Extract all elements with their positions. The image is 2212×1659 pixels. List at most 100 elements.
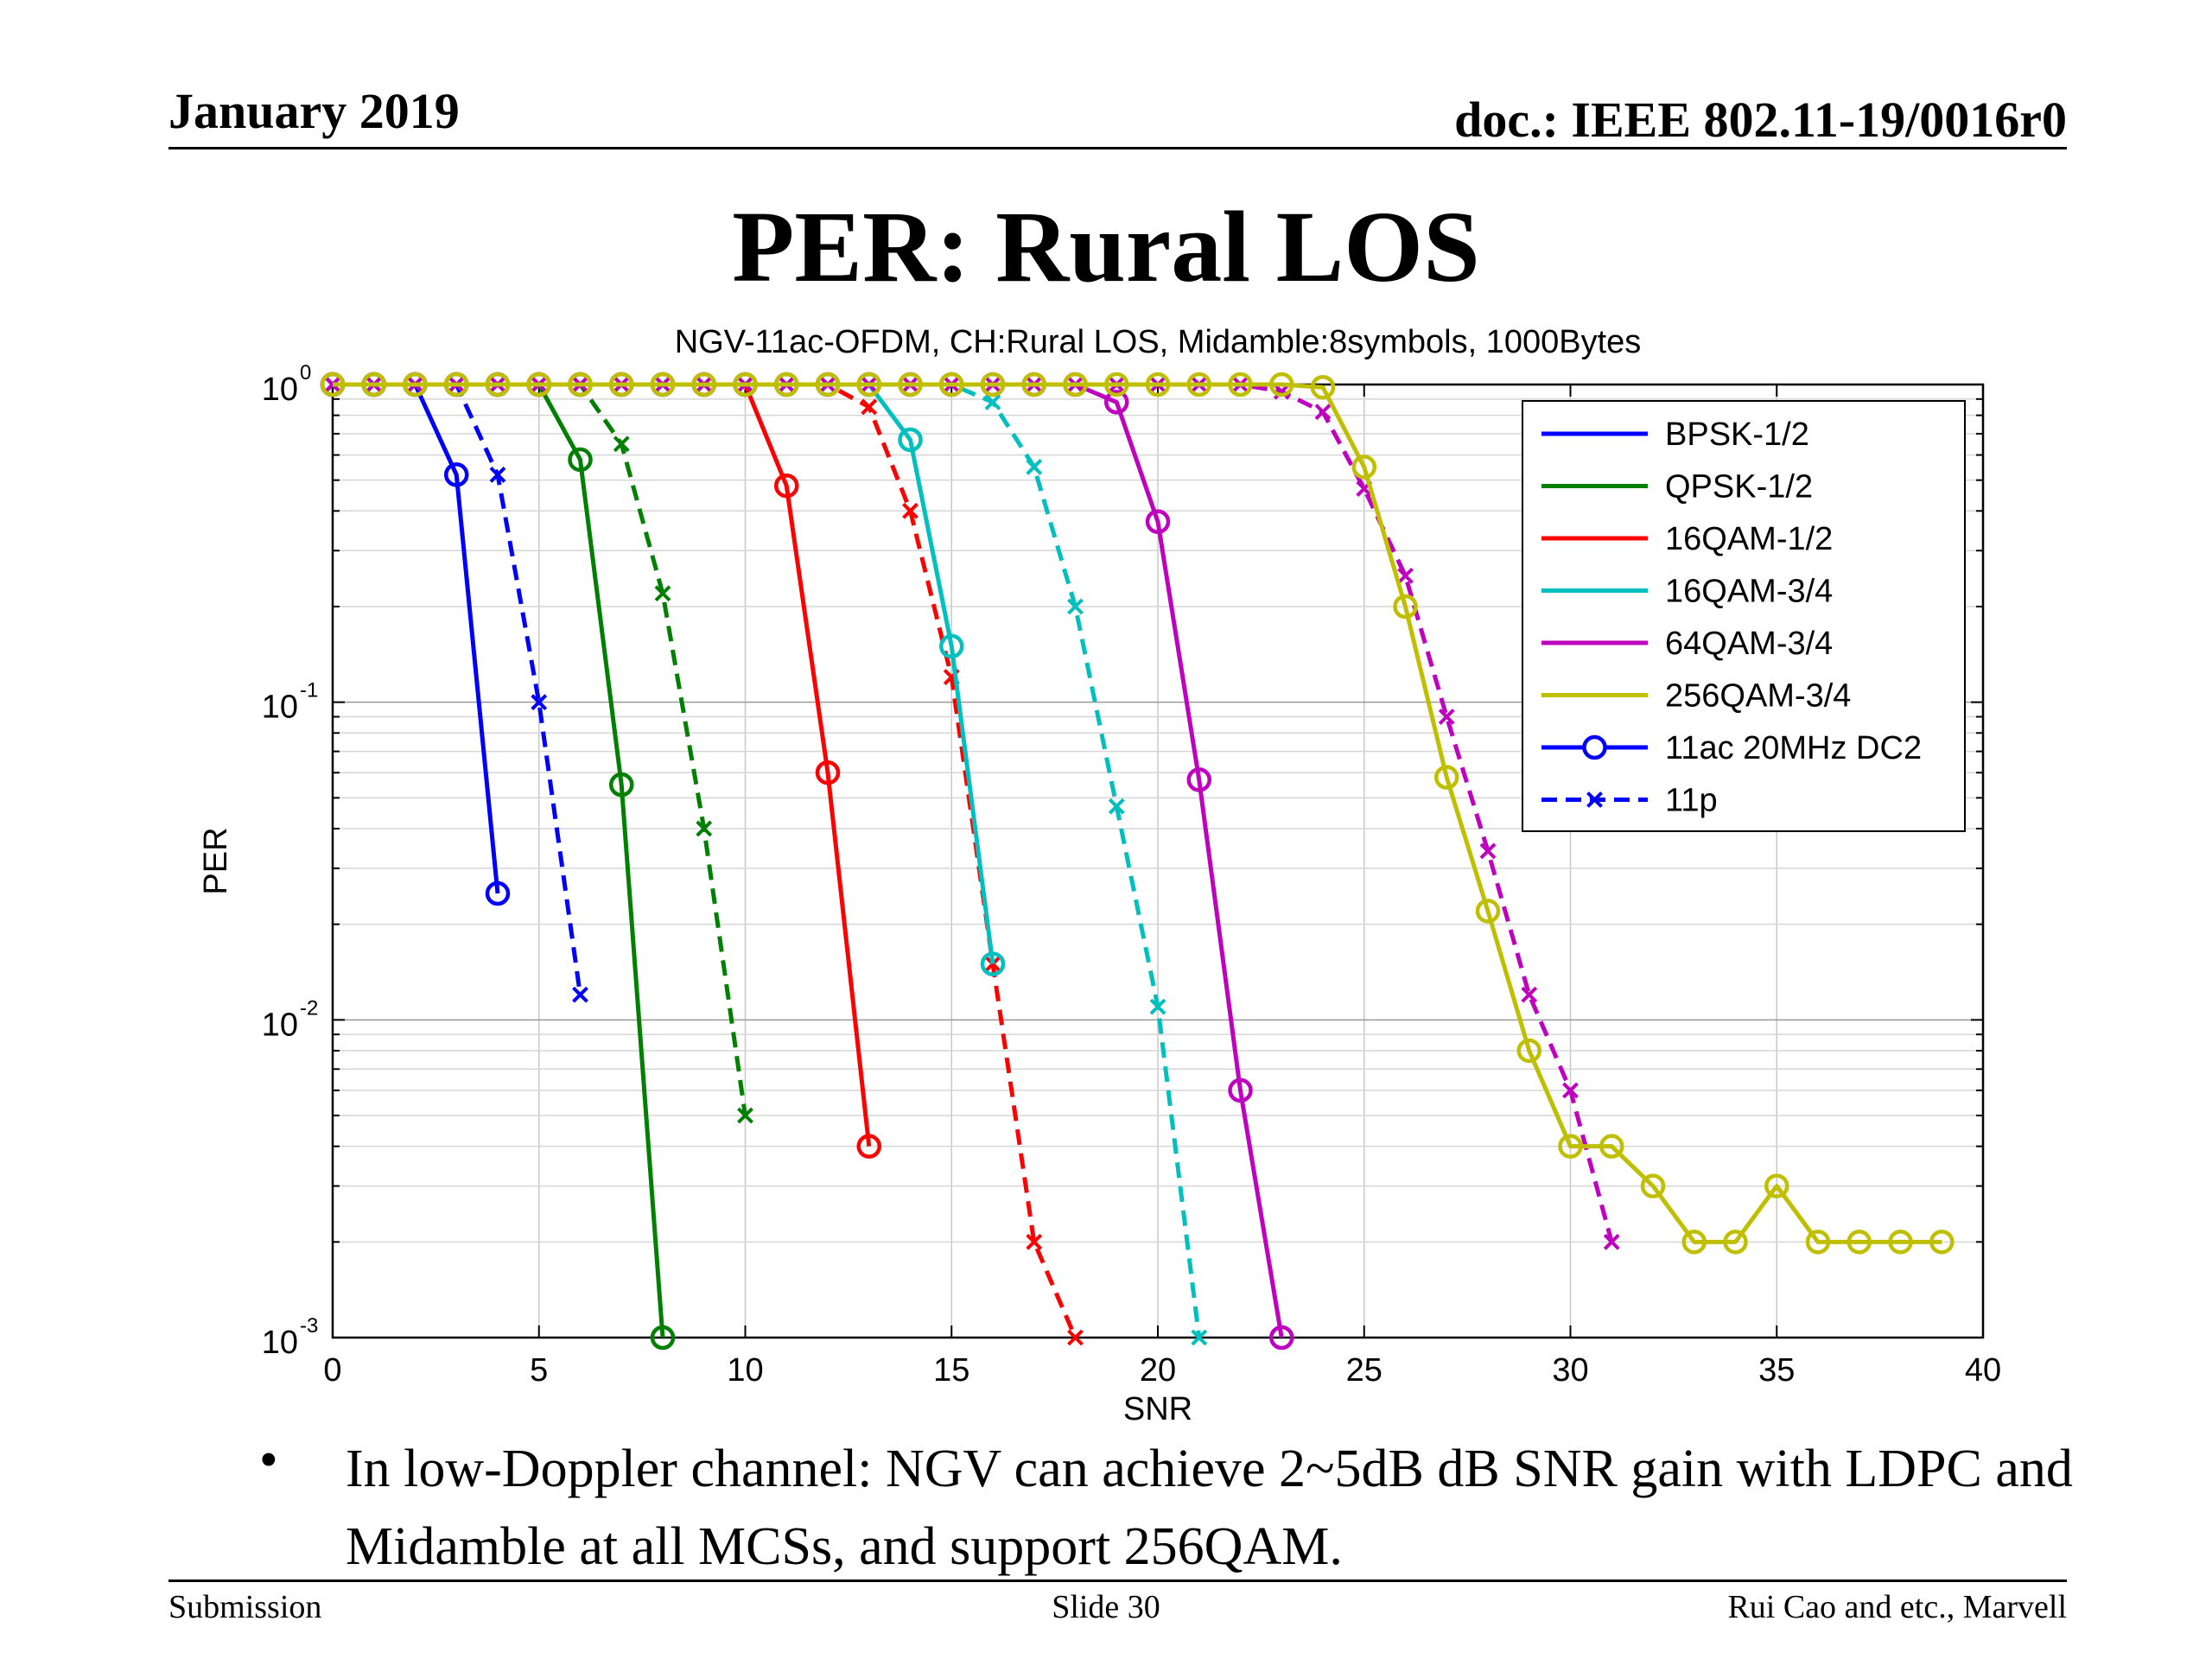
data-point-x-marker: [1479, 842, 1497, 860]
data-point-circle-marker: [650, 1325, 676, 1351]
header-date: January 2019: [168, 83, 460, 139]
data-point-circle-marker: [403, 372, 428, 397]
data-point-x-marker: [1191, 1329, 1208, 1346]
legend-label: 11p: [1665, 783, 1718, 819]
data-point-x-marker: [737, 1107, 753, 1124]
data-point-x-marker: [531, 694, 548, 711]
legend-swatch-marker: [1586, 791, 1603, 808]
data-point-circle-marker: [1145, 372, 1171, 397]
footer-author: Rui Cao and etc., Marvell: [1727, 1589, 2067, 1625]
data-point-circle-marker: [609, 772, 634, 798]
data-point-circle-marker: [361, 372, 386, 397]
data-point-x-marker: [1067, 598, 1084, 615]
data-point-circle-marker: [1599, 1134, 1624, 1159]
data-point-circle-marker: [1393, 594, 1418, 620]
data-point-circle-marker: [898, 372, 923, 397]
x-tick-label: 15: [933, 1352, 969, 1389]
data-point-x-marker: [1026, 459, 1043, 475]
data-point-circle-marker: [568, 447, 593, 473]
data-point-x-marker: [489, 467, 506, 483]
legend-label: 11ac 20MHz DC2: [1665, 730, 1922, 766]
legend-box: [1522, 400, 1966, 832]
data-point-circle-marker: [1186, 372, 1211, 397]
bullet-text: In low-Doppler channel: NGV can achieve …: [346, 1440, 2073, 1576]
series-group: [320, 372, 1955, 1351]
data-point-circle-marker: [980, 372, 1006, 397]
legend-label: 64QAM-3/4: [1665, 626, 1833, 662]
data-point-circle-marker: [815, 372, 841, 397]
y-tick-label-exponent: 0: [300, 361, 311, 385]
x-tick-label: 30: [1552, 1352, 1588, 1389]
data-point-circle-marker: [774, 473, 799, 499]
legend-swatch-marker: [1582, 734, 1607, 760]
legend-label: 16QAM-3/4: [1665, 574, 1833, 610]
data-point-circle-marker: [774, 372, 799, 397]
data-point-circle-marker: [1269, 372, 1294, 397]
data-point-circle-marker: [1681, 1230, 1707, 1255]
data-point-circle-marker: [1310, 374, 1336, 400]
data-point-circle-marker: [1805, 1230, 1831, 1255]
data-point-x-marker: [902, 502, 918, 519]
data-point-circle-marker: [980, 951, 1006, 976]
data-point-circle-marker: [444, 462, 469, 487]
data-point-x-marker: [1026, 1233, 1043, 1250]
data-point-circle-marker: [1475, 899, 1501, 924]
x-tick-label: 5: [530, 1352, 548, 1389]
legend-label: 16QAM-1/2: [1665, 521, 1833, 557]
data-point-circle-marker: [1021, 372, 1046, 397]
x-tick-label: 0: [323, 1352, 341, 1389]
y-tick-label-exponent: -2: [300, 996, 318, 1020]
legend-label: QPSK-1/2: [1665, 469, 1813, 505]
data-point-x-marker: [1562, 1082, 1579, 1099]
y-tick-label: 10: [262, 1007, 298, 1043]
data-point-circle-marker: [1186, 767, 1211, 792]
x-tick-label: 20: [1140, 1352, 1176, 1389]
legend-label: 256QAM-3/4: [1665, 678, 1851, 715]
data-point-circle-marker: [1104, 390, 1129, 415]
bullet-marker: •: [259, 1431, 278, 1490]
data-point-circle-marker: [1558, 1134, 1583, 1159]
data-point-circle-marker: [856, 372, 881, 397]
data-point-circle-marker: [650, 372, 676, 397]
slide-title: PER: Rural LOS: [732, 190, 1480, 303]
data-point-circle-marker: [526, 372, 551, 397]
y-axis-label: PER: [198, 827, 234, 894]
y-tick-label-exponent: -1: [300, 679, 318, 702]
data-point-circle-marker: [1847, 1230, 1872, 1255]
chart-title: NGV-11ac-OFDM, CH:Rural LOS, Midamble:8s…: [675, 324, 1642, 360]
data-point-x-marker: [1149, 998, 1166, 1015]
data-point-circle-marker: [1228, 372, 1253, 397]
data-point-circle-marker: [815, 760, 841, 785]
data-point-circle-marker: [1104, 372, 1129, 397]
header-rule: [168, 147, 2067, 149]
data-point-circle-marker: [691, 372, 716, 397]
footer-submission: Submission: [168, 1589, 322, 1625]
data-point-circle-marker: [939, 633, 964, 659]
data-point-x-marker: [696, 820, 713, 837]
data-point-circle-marker: [485, 880, 511, 906]
data-point-circle-marker: [568, 372, 593, 397]
data-point-circle-marker: [609, 372, 634, 397]
data-point-circle-marker: [1723, 1230, 1748, 1255]
data-point-circle-marker: [1063, 372, 1088, 397]
y-tick-label-exponent: -3: [300, 1314, 318, 1338]
data-point-x-marker: [1067, 1329, 1084, 1346]
data-point-circle-marker: [485, 372, 511, 397]
data-point-x-marker: [1438, 709, 1455, 725]
data-point-x-marker: [1108, 798, 1125, 815]
data-point-x-marker: [613, 435, 630, 453]
data-point-circle-marker: [320, 372, 346, 397]
data-point-x-marker: [1521, 986, 1538, 1003]
data-point-circle-marker: [1516, 1038, 1541, 1064]
footer-rule: [168, 1580, 2067, 1582]
series-line: [333, 382, 1942, 1244]
data-point-circle-marker: [856, 1134, 881, 1159]
x-tick-label: 40: [1965, 1352, 2001, 1389]
legend-label: BPSK-1/2: [1665, 416, 1809, 453]
data-point-x-marker: [1314, 404, 1332, 421]
data-point-x-marker: [572, 986, 588, 1003]
data-point-circle-marker: [1929, 1230, 1955, 1255]
data-point-x-marker: [1397, 567, 1414, 584]
legend: BPSK-1/2 QPSK-1/2 16QAM-1/2 16QAM-3/4 64QAM-…: [1522, 400, 1966, 832]
